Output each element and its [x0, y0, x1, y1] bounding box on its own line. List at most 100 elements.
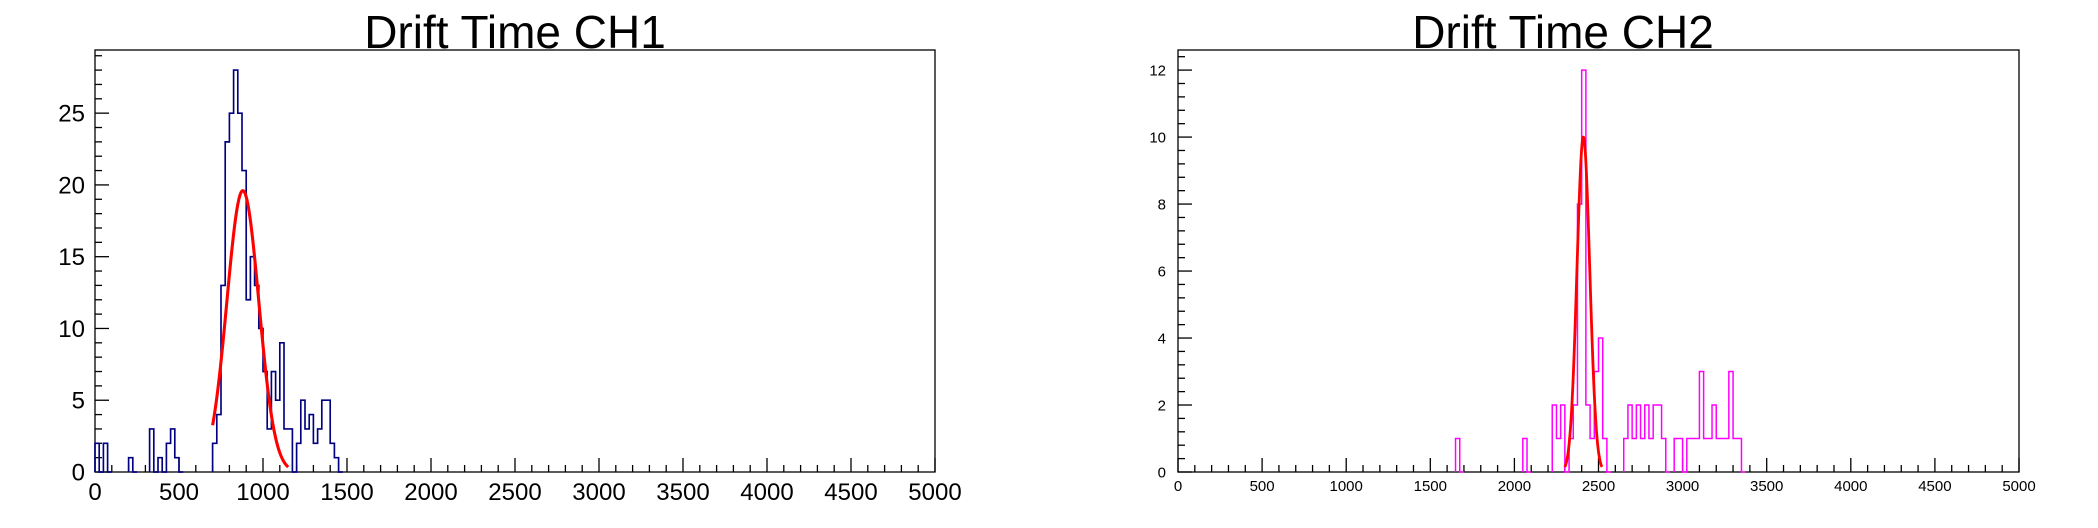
histogram-bin: [1708, 439, 1712, 472]
histogram-bin: [1674, 439, 1678, 472]
histogram-bin: [326, 400, 330, 472]
drift-time-ch2-chart: Drift Time CH2 0 500 1000 1500 2000 2500 3000 35…: [1049, 0, 2098, 528]
histogram-bin: [305, 429, 309, 472]
y-tick-label: 10: [58, 316, 85, 343]
histogram-bin: [1733, 439, 1737, 472]
histogram-bin: [1699, 372, 1703, 472]
x-tick-label: 3000: [1666, 478, 1699, 495]
x-tick-label: 2500: [488, 479, 541, 506]
histogram-bin: [1662, 439, 1666, 472]
histogram-outline: [94, 69, 343, 473]
chart-title: Drift Time CH1: [364, 6, 666, 58]
x-tick-label: 2000: [404, 479, 457, 506]
y-tick-label: 15: [58, 244, 85, 271]
histogram-bin: [246, 300, 250, 472]
histogram-bin: [1632, 439, 1636, 472]
histogram-bin: [213, 443, 217, 472]
histogram-bin: [1695, 439, 1699, 472]
x-tick-label: 3500: [1750, 478, 1783, 495]
histogram-bin: [1624, 439, 1628, 472]
x-tick-label: 1000: [236, 479, 289, 506]
histogram-bin: [158, 458, 162, 472]
histogram-bin: [1645, 405, 1649, 472]
histogram-series: [94, 69, 343, 473]
histogram-bin: [175, 458, 179, 472]
histogram-bin: [297, 443, 301, 472]
x-tick-label: 3000: [572, 479, 625, 506]
histogram-bin: [1720, 439, 1724, 472]
x-tick-label: 1500: [1414, 478, 1447, 495]
x-tick-label: 500: [1250, 478, 1275, 495]
histogram-bin: [238, 113, 242, 472]
histogram-bin: [229, 113, 233, 472]
x-tick-label: 0: [88, 479, 101, 506]
histogram-bin: [322, 400, 326, 472]
x-tick-label: 500: [159, 479, 199, 506]
histogram-bin: [1716, 439, 1720, 472]
histogram-bin: [330, 443, 334, 472]
histogram-bin: [1691, 439, 1695, 472]
histogram-bin: [255, 285, 259, 472]
x-tick-label: 2000: [1498, 478, 1531, 495]
histogram-bin: [234, 70, 238, 472]
x-tick-label: 3500: [656, 479, 709, 506]
drift-time-ch1-chart: Drift Time CH1 0 500 1000 1500 2000 2500 3000 35…: [58, 6, 961, 506]
histogram-bin: [166, 443, 170, 472]
histogram-bin: [1590, 439, 1594, 472]
histogram-bin: [1649, 439, 1653, 472]
y-tick-label: 2: [1158, 397, 1166, 414]
histogram-bin: [1704, 439, 1708, 472]
y-tick-label: 0: [1158, 464, 1166, 481]
histogram-bin: [318, 429, 322, 472]
histogram-bin: [171, 429, 175, 472]
y-tick-label: 5: [72, 388, 85, 415]
histogram-outline: [1454, 69, 1746, 473]
x-tick-label: 4000: [1834, 478, 1867, 495]
gaussian-fit-curve: [1563, 135, 1604, 468]
histogram-bin: [1552, 405, 1556, 472]
histogram-bin: [313, 443, 317, 472]
histogram-bin: [1582, 70, 1586, 472]
histogram-bin: [1603, 439, 1607, 472]
x-tick-label: 4000: [740, 479, 793, 506]
y-tick-label: 12: [1149, 62, 1166, 79]
histogram-bin: [1586, 405, 1590, 472]
histogram-bin: [1678, 439, 1682, 472]
histogram-bin: [1561, 405, 1565, 472]
y-tick-label: 6: [1158, 263, 1166, 280]
y-tick-label: 4: [1158, 330, 1166, 347]
histogram-bin: [1636, 405, 1640, 472]
histogram-bin: [1456, 439, 1460, 472]
histogram-series: [1454, 69, 1746, 473]
histogram-bin: [242, 171, 246, 472]
histogram-bin: [1687, 439, 1691, 472]
histogram-bin: [129, 458, 133, 472]
x-tick-label: 4500: [1918, 478, 1951, 495]
x-tick-label: 5000: [908, 479, 961, 506]
histogram-bin: [334, 458, 338, 472]
histogram-bin: [1712, 405, 1716, 472]
drift-time-ch2-plot: Drift Time CH2 0 500 1000 1500 2000 2500 3000 35…: [1149, 6, 2035, 495]
histogram-bin: [1725, 439, 1729, 472]
histogram-bin: [301, 400, 305, 472]
y-tick-label: 8: [1158, 196, 1166, 213]
histogram-bin: [217, 415, 221, 472]
histogram-bin: [95, 443, 99, 472]
histogram-bin: [1729, 372, 1733, 472]
histogram-bin: [1573, 405, 1577, 472]
histogram-bin: [1657, 405, 1661, 472]
histogram-bin: [1641, 439, 1645, 472]
y-tick-label: 10: [1149, 129, 1166, 146]
histogram-bin: [250, 257, 254, 472]
y-tick-label: 0: [72, 459, 85, 486]
y-tick-label: 20: [58, 172, 85, 199]
histogram-bin: [1556, 439, 1560, 472]
chart-title: Drift Time CH2: [1412, 6, 1714, 58]
x-tick-label: 2500: [1582, 478, 1615, 495]
histogram-bin: [267, 429, 271, 472]
histogram-bin: [309, 415, 313, 472]
x-tick-label: 4500: [824, 479, 877, 506]
histogram-bin: [1737, 439, 1741, 472]
x-tick-label: 5000: [2002, 478, 2035, 495]
histogram-bin: [150, 429, 154, 472]
